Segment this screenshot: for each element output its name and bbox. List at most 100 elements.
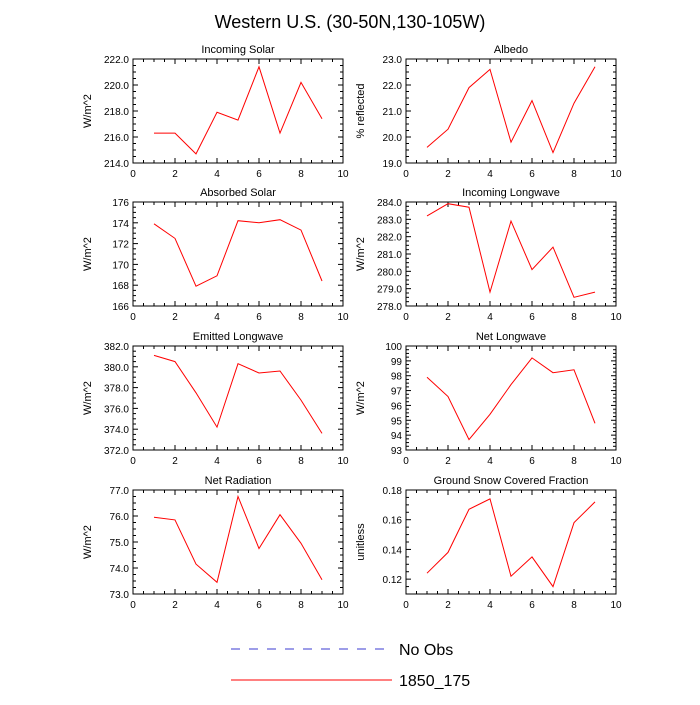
net-longwave-xtick-label: 2 (445, 456, 451, 467)
absorbed-solar-xtick-label: 6 (256, 312, 262, 323)
absorbed-solar-ytick-label: 174 (112, 219, 129, 230)
absorbed-solar-xtick-label: 8 (298, 312, 304, 323)
ground-snow-covered-fraction-ytick-label: 0.12 (383, 575, 403, 586)
net-radiation-xtick-label: 4 (214, 600, 220, 611)
net-longwave-xtick-label: 8 (571, 456, 577, 467)
ground-snow-covered-fraction-xtick-label: 10 (610, 600, 622, 611)
net-radiation-xtick-label: 6 (256, 600, 262, 611)
incoming-longwave-ytick-label: 284.0 (377, 198, 402, 209)
panel-incoming-solar: Incoming Solar 0 2 4 6 8 10 214.0 216.0 218.0 220.… (82, 44, 349, 180)
albedo-ytick-label: 23.0 (383, 55, 403, 66)
panel-emitted-longwave: Emitted Longwave 0 2 4 6 8 10 372.0 374.0 376.0 37… (82, 331, 349, 467)
incoming-solar-frame (132, 58, 344, 164)
net-longwave-ytick-label: 93 (391, 446, 403, 457)
absorbed-solar-ytick-label: 166 (112, 302, 129, 313)
ground-snow-covered-fraction-ytick-label: 0.14 (383, 545, 403, 556)
net-longwave-xtick-label: 0 (403, 456, 409, 467)
emitted-longwave-xtick-label: 8 (298, 456, 304, 467)
albedo-xtick-label: 4 (487, 169, 493, 180)
incoming-solar-ytick-label: 220.0 (104, 81, 129, 92)
ground-snow-covered-fraction-ytick-label: 0.18 (383, 486, 403, 497)
albedo-ytick-label: 19.0 (383, 159, 403, 170)
net-longwave-xtick-label: 10 (610, 456, 622, 467)
incoming-solar-series-1850-175 (154, 65, 323, 155)
emitted-longwave-ytick-label: 380.0 (104, 363, 129, 374)
net-longwave-series-1850-175 (426, 357, 596, 441)
net-radiation-ylabel: W/m^2 (82, 525, 94, 559)
ground-snow-covered-fraction-title: Ground Snow Covered Fraction (434, 475, 589, 487)
incoming-longwave-ytick-label: 279.0 (377, 285, 402, 296)
absorbed-solar-xtick-label: 4 (214, 312, 220, 323)
net-radiation-xtick-label: 2 (172, 600, 178, 611)
ground-snow-covered-fraction-xtick-label: 4 (487, 600, 493, 611)
net-longwave-ytick-label: 96 (391, 401, 403, 412)
panel-incoming-longwave: Incoming Longwave 0 2 4 6 8 10 278.0 279.0 280.0 2… (355, 187, 622, 323)
incoming-solar-ytick-label: 216.0 (104, 133, 129, 144)
emitted-longwave-ytick-label: 376.0 (104, 404, 129, 415)
ground-snow-covered-fraction-ylabel: unitless (355, 523, 367, 561)
emitted-longwave-ytick-label: 382.0 (104, 342, 129, 353)
net-radiation-series-1850-175 (153, 494, 323, 584)
incoming-solar-xtick-label: 0 (130, 169, 136, 180)
emitted-longwave-ylabel: W/m^2 (82, 381, 94, 415)
net-longwave-xtick-label: 4 (487, 456, 493, 467)
absorbed-solar-ytick-label: 176 (112, 198, 129, 209)
incoming-solar-xtick-label: 2 (172, 169, 178, 180)
emitted-longwave-xtick-label: 2 (172, 456, 178, 467)
emitted-longwave-xtick-label: 4 (214, 456, 220, 467)
net-longwave-ytick-label: 95 (391, 416, 403, 427)
net-radiation-ytick-label: 75.0 (110, 538, 130, 549)
albedo-xtick-label: 2 (445, 169, 451, 180)
panel-ground-snow-covered-fraction: Ground Snow Covered Fraction 0 2 4 6 8 10 0.12 0… (355, 475, 622, 611)
absorbed-solar-ytick-label: 172 (112, 240, 129, 251)
figure-title: Western U.S. (30-50N,130-105W) (215, 12, 486, 32)
incoming-solar-xtick-label: 10 (337, 169, 349, 180)
albedo-ytick-label: 21.0 (383, 107, 403, 118)
emitted-longwave-frame (132, 345, 344, 451)
absorbed-solar-ytick-label: 168 (112, 281, 129, 292)
net-longwave-ytick-label: 99 (391, 357, 403, 368)
emitted-longwave-xtick-label: 6 (256, 456, 262, 467)
incoming-longwave-xtick-label: 10 (610, 312, 622, 323)
ground-snow-covered-fraction-xtick-label: 6 (529, 600, 535, 611)
incoming-longwave-frame (405, 201, 617, 307)
incoming-longwave-xtick-label: 0 (403, 312, 409, 323)
albedo-ytick-label: 22.0 (383, 81, 403, 92)
incoming-longwave-xtick-label: 6 (529, 312, 535, 323)
emitted-longwave-title: Emitted Longwave (193, 331, 284, 343)
albedo-ylabel: % reflected (355, 83, 367, 138)
net-longwave-frame (405, 345, 617, 451)
incoming-solar-title: Incoming Solar (201, 44, 275, 56)
net-longwave-ytick-label: 100 (385, 342, 402, 353)
albedo-xtick-label: 6 (529, 169, 535, 180)
incoming-longwave-xtick-label: 4 (487, 312, 493, 323)
panel-albedo: Albedo 0 2 4 6 8 10 19.0 20.0 21.0 22.0 23.0 % refle… (355, 44, 622, 180)
incoming-solar-xtick-label: 4 (214, 169, 220, 180)
net-longwave-ytick-label: 98 (391, 372, 403, 383)
net-longwave-ytick-label: 94 (391, 431, 403, 442)
absorbed-solar-ytick-label: 170 (112, 260, 129, 271)
net-radiation-ytick-label: 74.0 (110, 564, 130, 575)
ground-snow-covered-fraction-frame (405, 489, 617, 595)
albedo-xtick-label: 8 (571, 169, 577, 180)
absorbed-solar-xtick-label: 2 (172, 312, 178, 323)
albedo-ytick-label: 20.0 (383, 133, 403, 144)
albedo-xtick-label: 10 (610, 169, 622, 180)
net-radiation-xtick-label: 8 (298, 600, 304, 611)
incoming-longwave-ytick-label: 282.0 (377, 233, 402, 244)
emitted-longwave-xtick-label: 10 (337, 456, 349, 467)
ground-snow-covered-fraction-xtick-label: 2 (445, 600, 451, 611)
absorbed-solar-title: Absorbed Solar (200, 187, 276, 199)
albedo-xtick-label: 0 (403, 169, 409, 180)
incoming-longwave-ytick-label: 278.0 (377, 302, 402, 313)
incoming-solar-ylabel: W/m^2 (82, 94, 94, 128)
albedo-series-1850-175 (426, 66, 596, 154)
ground-snow-covered-fraction-xtick-label: 0 (403, 600, 409, 611)
absorbed-solar-xtick-label: 0 (130, 312, 136, 323)
panel-net-longwave: Net Longwave 0 2 4 6 8 10 93 94 95 96 97 98 99 100 W/m^… (355, 331, 622, 467)
net-radiation-ytick-label: 73.0 (110, 590, 130, 601)
net-longwave-ylabel: W/m^2 (355, 381, 367, 415)
absorbed-solar-ylabel: W/m^2 (82, 237, 94, 271)
